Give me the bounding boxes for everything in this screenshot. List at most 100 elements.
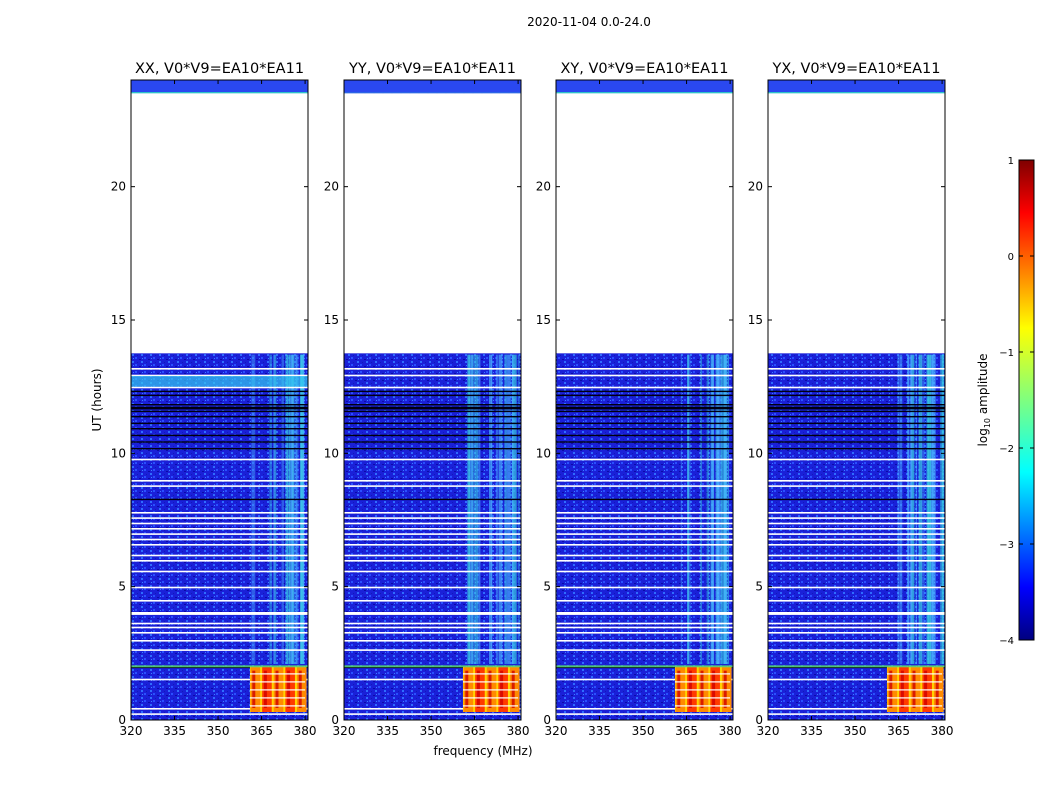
rfi-streak (273, 354, 276, 664)
x-tick-label: 365 (463, 724, 486, 738)
white-row (131, 649, 308, 651)
white-row (768, 480, 945, 482)
rfi-streak (504, 354, 507, 664)
band-gap (886, 697, 943, 699)
white-row (768, 600, 945, 602)
white-row (556, 626, 733, 629)
flagged-row (344, 448, 521, 450)
flagged-row (344, 428, 521, 430)
rfi-streak (290, 354, 294, 664)
white-row (344, 528, 521, 530)
flagged-row (131, 416, 308, 418)
bright-row (131, 376, 308, 387)
rfi-streak (687, 354, 691, 664)
white-row (344, 713, 521, 715)
x-tick-label: 350 (420, 724, 443, 738)
white-row (556, 613, 733, 615)
rfi-streak (290, 354, 295, 664)
y-tick-label: 20 (536, 180, 551, 194)
y-tick-label: 20 (324, 180, 339, 194)
white-row (556, 570, 733, 573)
white-row (768, 560, 945, 562)
panel-yx: 320 335 350 365 380 0 5 10 15 20 YX, V0*V9=EA10*EA… (748, 61, 954, 738)
colorbar-gradient (1018, 159, 1035, 641)
top-strip-line (556, 92, 733, 94)
white-row (768, 374, 945, 377)
white-row (131, 560, 308, 562)
band-edge (344, 665, 521, 668)
white-row (344, 386, 521, 389)
rfi-streak (717, 354, 722, 664)
band-gap (249, 673, 306, 675)
data-gap (131, 93, 308, 354)
white-row (131, 570, 308, 573)
rfi-streak (507, 354, 511, 664)
white-row (344, 485, 521, 487)
colorbar-tick-label: −1 (999, 348, 1014, 359)
flagged-row (131, 408, 308, 410)
white-row (556, 528, 733, 530)
y-tick-label: 0 (331, 713, 339, 727)
flagged-row (556, 434, 733, 437)
white-row (131, 632, 308, 634)
x-tick-label: 350 (844, 724, 867, 738)
white-row (344, 374, 521, 377)
white-row (131, 533, 308, 535)
y-tick-label: 20 (748, 180, 763, 194)
rfi-streak (680, 354, 682, 664)
white-row (131, 586, 308, 589)
flagged-row (131, 406, 308, 409)
band-gap (886, 681, 943, 683)
y-tick-label: 5 (755, 580, 763, 594)
white-row (131, 517, 308, 519)
rfi-streak (897, 354, 899, 664)
white-row (344, 458, 521, 461)
white-row (556, 485, 733, 487)
rfi-streak (706, 354, 710, 664)
panel-yy: 320 335 350 365 380 0 5 10 15 20 YY, V0*V9=EA10*EA… (324, 61, 530, 738)
top-strip (344, 80, 521, 94)
flagged-row (344, 394, 521, 397)
rfi-streak (715, 354, 719, 664)
flagged-row (768, 408, 945, 410)
white-row (768, 713, 945, 715)
rfi-streak (700, 354, 702, 664)
top-strip-line (131, 92, 308, 94)
white-row (768, 586, 945, 589)
band-edge (768, 665, 945, 668)
white-row (131, 713, 308, 715)
white-row (556, 649, 733, 651)
white-row (556, 586, 733, 589)
figure-title: 2020-11-04 0.0-24.0 (527, 15, 651, 29)
white-row (131, 622, 308, 625)
white-row (344, 368, 521, 370)
white-row (344, 612, 521, 614)
white-row (344, 570, 521, 573)
x-tick-label: 365 (675, 724, 698, 738)
white-row (131, 458, 308, 461)
flagged-row (768, 390, 945, 393)
flagged-row (556, 408, 733, 410)
band-gap (462, 689, 519, 691)
x-tick-label: 365 (250, 724, 273, 738)
white-row (131, 613, 308, 615)
panel-xx: 320 335 350 365 380 0 5 10 15 20 XX, V0*V9=EA10*EA… (111, 61, 317, 738)
white-row (768, 613, 945, 615)
x-axis-label: frequency (MHz) (433, 744, 532, 758)
y-tick-label: 10 (748, 446, 763, 460)
y-tick-label: 15 (324, 313, 339, 327)
colorbar-label: log10 amplitude (976, 354, 992, 447)
white-row (131, 538, 308, 541)
band-gap (462, 697, 519, 699)
white-row (556, 632, 733, 634)
white-row (768, 386, 945, 389)
white-row (344, 533, 521, 535)
band-gap (249, 697, 306, 699)
rfi-streak (915, 354, 918, 664)
white-row (556, 600, 733, 602)
x-tick-label: 350 (632, 724, 655, 738)
rfi-streak (474, 354, 479, 664)
panel-title: YY, V0*V9=EA10*EA11 (348, 61, 516, 77)
white-row (768, 622, 945, 625)
rfi-streak (926, 354, 930, 664)
